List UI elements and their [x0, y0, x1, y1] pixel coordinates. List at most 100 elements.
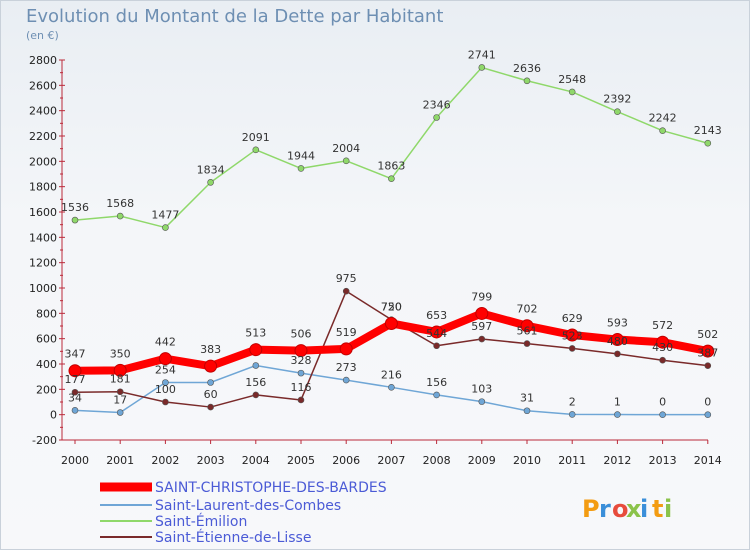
data-label: 350	[110, 347, 131, 360]
data-label: 975	[336, 272, 357, 285]
data-label: 2242	[649, 112, 677, 125]
series-line	[74, 66, 709, 229]
data-point	[659, 411, 666, 418]
data-label: 60	[204, 388, 218, 401]
y-tick-label: 1200	[29, 257, 57, 270]
data-point	[388, 384, 395, 391]
data-label: 177	[65, 373, 86, 386]
data-label: 17	[113, 394, 127, 407]
data-point	[252, 391, 260, 399]
data-point	[568, 411, 576, 418]
data-label: 0	[704, 396, 711, 409]
x-tick-label: 2004	[242, 454, 270, 467]
y-tick-label: 2200	[29, 130, 57, 143]
logo-letter: x	[626, 495, 642, 523]
data-label: 561	[517, 325, 538, 338]
data-point	[162, 224, 169, 231]
logo-letter: t	[652, 495, 663, 523]
data-label: 523	[562, 329, 583, 342]
data-label: 799	[471, 290, 492, 303]
x-tick-label: 2008	[423, 454, 451, 467]
legend: SAINT-CHRISTOPHE-DES-BARDES Saint-Laurent…	[100, 480, 387, 546]
logo-letter: i	[640, 495, 648, 523]
data-point	[252, 362, 260, 369]
data-point	[71, 216, 79, 224]
data-label: 34	[68, 391, 82, 404]
chart-subtitle: (en €)	[26, 29, 59, 42]
data-label: 593	[607, 317, 628, 330]
data-point	[342, 287, 350, 295]
data-point	[252, 146, 260, 154]
data-label: 254	[155, 363, 176, 376]
data-label: 629	[562, 312, 583, 325]
data-label: 720	[381, 300, 402, 313]
data-point	[433, 114, 440, 121]
data-label: 383	[200, 343, 221, 356]
data-label: 519	[336, 326, 357, 339]
x-tick-label: 2000	[61, 454, 89, 467]
y-tick-label: 2400	[29, 105, 57, 118]
data-label: 1834	[197, 163, 225, 176]
data-label: 347	[65, 348, 86, 361]
data-label: 597	[471, 320, 492, 333]
legend-label: SAINT-CHRISTOPHE-DES-BARDES	[155, 480, 387, 496]
legend-label: Saint-Émilion	[155, 513, 247, 530]
y-tick-label: 200	[36, 383, 57, 396]
data-point	[388, 175, 395, 182]
data-label: 2636	[513, 62, 541, 75]
data-point	[478, 64, 486, 71]
data-point	[384, 316, 398, 330]
data-point	[523, 77, 531, 85]
data-label: 572	[652, 319, 673, 332]
data-point	[704, 411, 712, 418]
logo-letter: P	[582, 495, 600, 523]
data-point	[475, 306, 489, 320]
y-tick-label: 1400	[29, 231, 57, 244]
data-label: 1568	[106, 197, 134, 210]
y-tick-label: 600	[36, 333, 57, 346]
axes: -200020040060080010001200140016001800200…	[29, 54, 722, 467]
data-point	[162, 398, 169, 406]
y-tick-label: 1800	[29, 181, 57, 194]
series-lines	[68, 64, 715, 418]
data-label: 750	[381, 301, 402, 314]
y-tick-label: -200	[32, 434, 57, 447]
data-label: 328	[291, 354, 312, 367]
series-0	[68, 306, 715, 378]
data-point	[158, 352, 172, 366]
logo-letter: i	[664, 495, 672, 523]
y-tick-label: 800	[36, 307, 57, 320]
data-point	[568, 345, 576, 352]
data-label: 480	[607, 335, 628, 348]
data-label: 1863	[377, 160, 405, 173]
data-point	[704, 139, 712, 147]
data-label: 513	[245, 327, 266, 340]
data-point	[656, 335, 670, 349]
data-label: 273	[336, 361, 357, 374]
data-label: 100	[155, 383, 176, 396]
chart-title: Evolution du Montant de la Dette par Hab…	[26, 6, 443, 27]
data-label: 216	[381, 368, 402, 381]
data-point	[659, 356, 666, 364]
data-point	[523, 407, 531, 415]
data-point	[116, 212, 124, 220]
x-tick-label: 2003	[197, 454, 225, 467]
data-point	[342, 376, 350, 384]
data-point	[520, 319, 534, 333]
data-point	[68, 364, 82, 378]
data-point	[430, 325, 444, 339]
data-label: 156	[245, 376, 266, 389]
series-2	[71, 64, 712, 231]
data-point	[297, 396, 305, 404]
x-tick-label: 2009	[468, 454, 496, 467]
legend-label: Saint-Étienne-de-Lisse	[155, 529, 311, 546]
data-label: 506	[291, 328, 312, 341]
x-tick-label: 2012	[603, 454, 631, 467]
y-tick-label: 2800	[29, 54, 57, 67]
x-tick-label: 2006	[332, 454, 360, 467]
data-point	[162, 379, 169, 386]
